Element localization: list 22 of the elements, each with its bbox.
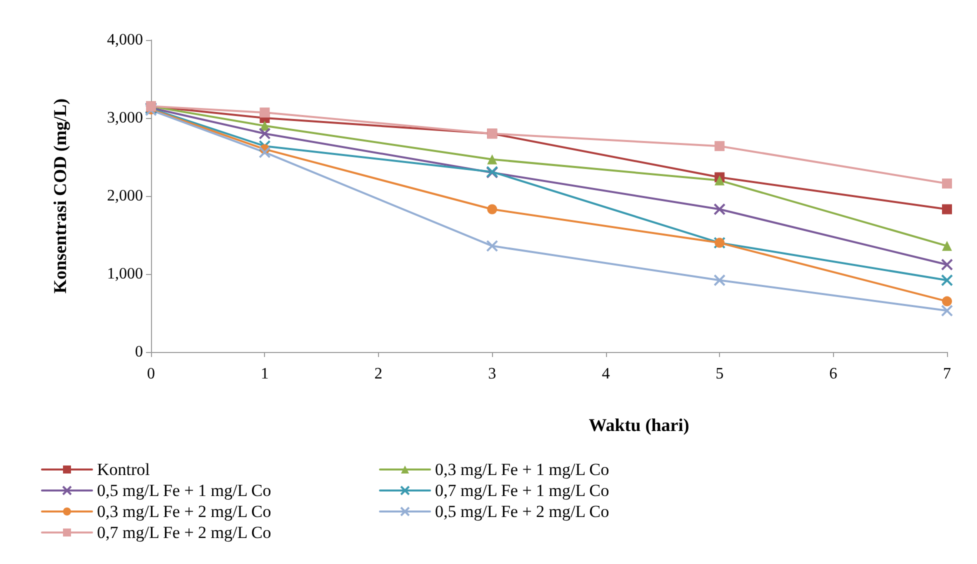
x-tick-label: 1 (260, 366, 269, 382)
y-tick-label: 3,000 (107, 110, 143, 126)
legend-label: 0,3 mg/L Fe + 2 mg/L Co (97, 502, 272, 521)
y-tick-label: 1,000 (107, 266, 143, 282)
x-tick-label: 5 (716, 366, 724, 382)
legend-label: 0,7 mg/L Fe + 2 mg/L Co (97, 523, 272, 542)
legend-label: 0,7 mg/L Fe + 1 mg/L Co (435, 481, 610, 500)
x-tick-label: 6 (829, 366, 838, 382)
legend-label: 0,3 mg/L Fe + 1 mg/L Co (435, 460, 610, 479)
legend-label: 0,5 mg/L Fe + 2 mg/L Co (435, 502, 610, 521)
x-tick-label: 4 (602, 366, 610, 382)
x-tick-label: 3 (488, 366, 496, 382)
legend-label: Kontrol (97, 460, 150, 479)
x-tick-label: 2 (374, 366, 382, 382)
y-tick-label: 4,000 (107, 32, 143, 48)
x-tick-label: 0 (147, 366, 155, 382)
y-axis-title: Konsentrasi COD (mg/L) (50, 98, 70, 294)
x-tick-label: 7 (943, 366, 951, 382)
legend-label: 0,5 mg/L Fe + 1 mg/L Co (97, 481, 272, 500)
x-axis-title: Waktu (hari) (588, 415, 690, 435)
y-tick-label: 2,000 (107, 188, 143, 204)
y-tick-label: 0 (135, 344, 143, 360)
